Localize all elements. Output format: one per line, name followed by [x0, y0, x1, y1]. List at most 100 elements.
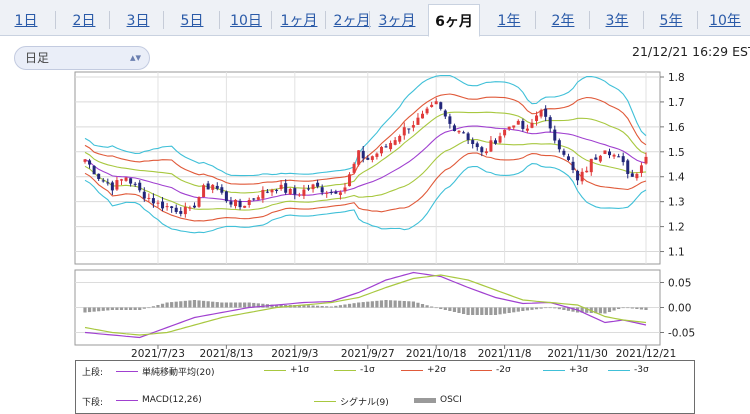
candle-body — [256, 197, 260, 200]
candle-body — [133, 183, 137, 185]
tab-10[interactable]: 2年 — [551, 13, 575, 29]
candle-body — [197, 197, 201, 207]
legend-item: シグナル(9) — [314, 395, 389, 408]
tab-separator — [589, 11, 590, 29]
candle-body — [352, 163, 356, 173]
legend-item: OSCI — [414, 395, 462, 405]
candle-body — [101, 180, 105, 182]
tab-2[interactable]: 3日 — [126, 13, 150, 29]
legend-item: -2σ — [470, 365, 511, 375]
tab-9[interactable]: 1年 — [497, 13, 521, 29]
osci-bar — [607, 307, 612, 312]
band-line — [84, 163, 647, 234]
candle-body — [557, 140, 561, 150]
tab-12[interactable]: 5年 — [659, 13, 683, 29]
osci-bar — [484, 307, 488, 315]
tab-separator — [219, 11, 220, 29]
price-tick-label: 1.3 — [668, 197, 685, 209]
candle-body — [393, 140, 397, 145]
tab-6[interactable]: 2ヶ月 — [333, 13, 371, 29]
price-tick-label: 1.8 — [668, 72, 685, 84]
candle-body — [452, 125, 456, 132]
tab-13[interactable]: 10年 — [709, 13, 741, 29]
osci-bar — [97, 307, 101, 312]
tab-8[interactable]: 6ヶ月 — [428, 4, 480, 37]
tab-1[interactable]: 2日 — [72, 13, 96, 29]
candle-body — [443, 110, 447, 117]
candle-body — [594, 157, 598, 160]
candle-body — [288, 188, 292, 195]
candle-body — [398, 136, 402, 142]
price-tick-label: 1.1 — [668, 247, 685, 259]
tab-separator — [271, 11, 272, 29]
tab-4[interactable]: 10日 — [230, 13, 262, 29]
osci-bar — [384, 300, 388, 308]
osci-bar — [452, 307, 457, 312]
osci-bar — [548, 307, 552, 309]
candle-body — [535, 115, 539, 122]
osci-bar — [525, 307, 530, 311]
candle-body — [493, 140, 497, 144]
legend-swatch — [116, 371, 138, 372]
candle-body — [425, 108, 429, 114]
macd-chart: 0.05 0.00 -0.05 — [74, 269, 695, 346]
candle-body — [471, 140, 475, 144]
tab-5[interactable]: 1ヶ月 — [280, 13, 318, 29]
tab-11[interactable]: 3年 — [605, 13, 629, 29]
osci-bar — [407, 301, 411, 308]
osci-bar — [133, 307, 137, 310]
osci-bar — [343, 304, 347, 308]
osci-bar — [156, 305, 160, 308]
osci-bar — [179, 301, 183, 308]
tab-separator — [325, 11, 326, 29]
band-line — [84, 74, 647, 177]
band-line — [84, 93, 647, 185]
candle-body — [439, 102, 443, 109]
candle-body — [83, 159, 87, 162]
osci-bar — [252, 302, 256, 308]
osci-bar — [224, 302, 228, 308]
date-tick-label: 2021/11/30 — [547, 348, 608, 360]
candle-body — [457, 130, 461, 133]
osci-bar — [147, 307, 151, 309]
candle-body — [603, 150, 607, 154]
candle-body — [243, 205, 247, 208]
date-tick-label: 2021/9/27 — [341, 348, 395, 360]
osci-bar — [188, 300, 192, 308]
osci-bar — [562, 307, 566, 310]
candle-body — [370, 156, 374, 160]
candle-body — [320, 187, 324, 193]
osci-bar — [124, 307, 128, 310]
osci-bar — [557, 307, 561, 310]
candle-body — [635, 173, 639, 179]
candle-body — [325, 192, 329, 194]
candle-period-select[interactable]: 日足 ▴▾ — [14, 46, 150, 70]
price-chart: 1.1 1.2 1.3 1.4 1.5 1.6 1.7 1.8 — [74, 71, 685, 265]
tab-7[interactable]: 3ヶ月 — [378, 13, 416, 29]
osci-bar — [261, 303, 265, 308]
osci-bar — [174, 301, 178, 308]
osci-bar — [119, 307, 124, 310]
candle-body — [630, 173, 634, 177]
candle-body — [525, 128, 529, 131]
osci-bar — [366, 301, 370, 308]
candle-body — [516, 120, 520, 125]
osci-bar — [160, 303, 165, 308]
osci-bar — [430, 306, 434, 308]
signal-line — [84, 274, 647, 336]
osci-bar — [238, 302, 242, 308]
osci-bar — [539, 307, 543, 309]
tab-3[interactable]: 5日 — [180, 13, 204, 29]
osci-bar — [580, 307, 584, 313]
osci-bar — [347, 303, 352, 308]
osci-bar — [329, 306, 333, 308]
osci-bar — [192, 300, 197, 308]
candle-body — [106, 182, 110, 184]
candle-body — [489, 140, 493, 152]
osci-bar — [639, 307, 644, 310]
osci-bar — [183, 300, 187, 308]
osci-bar — [229, 302, 233, 308]
candle-body — [234, 199, 238, 207]
price-tick-label: 1.5 — [668, 147, 685, 159]
tab-0[interactable]: 1日 — [14, 13, 38, 29]
